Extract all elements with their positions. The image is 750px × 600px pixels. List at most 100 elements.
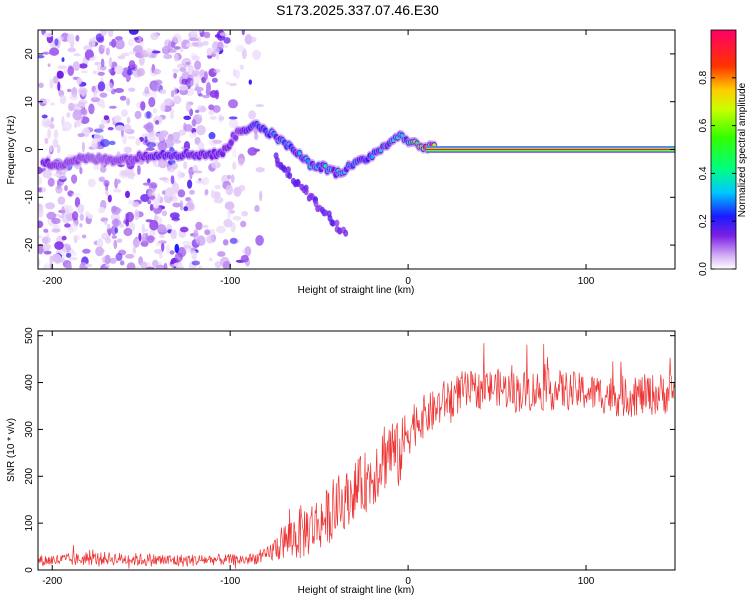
noise-blob — [72, 61, 81, 72]
snr-series-line — [38, 343, 675, 569]
noise-blob — [239, 64, 244, 70]
noise-blob — [206, 47, 213, 56]
noise-blob — [141, 232, 148, 244]
colorbar-tick-label: 0.4 — [698, 166, 709, 180]
noise-blob — [67, 47, 77, 53]
noise-blob — [56, 144, 61, 154]
noise-blob — [52, 75, 59, 84]
noise-blob — [126, 69, 133, 76]
noise-blob — [174, 243, 180, 254]
noise-blob — [111, 235, 118, 239]
noise-blob — [157, 225, 167, 233]
noise-blob — [166, 244, 170, 254]
noise-blob — [209, 228, 215, 236]
noise-blob — [82, 248, 91, 254]
noise-blob — [198, 30, 203, 33]
noise-blob — [173, 72, 177, 79]
spectrogram-x-label: Height of straight line (km) — [298, 285, 415, 296]
noise-blob — [100, 30, 108, 36]
noise-blob — [88, 38, 94, 48]
noise-blob — [252, 49, 262, 60]
noise-blob — [155, 264, 166, 269]
noise-blob — [161, 210, 168, 217]
noise-blob — [134, 110, 142, 120]
noise-blob — [192, 164, 199, 172]
noise-blob — [43, 32, 53, 38]
noise-blob — [163, 53, 173, 60]
noise-blob — [114, 88, 124, 93]
noise-blob — [57, 65, 67, 69]
noise-blob — [198, 93, 203, 97]
noise-blob — [241, 210, 248, 217]
noise-blob — [131, 169, 135, 181]
noise-blob — [190, 80, 194, 87]
x-tick-label: 100 — [578, 576, 595, 587]
colorbar: 0.0 0.2 0.4 0.6 0.8 Normalized spectral ampl… — [698, 29, 748, 276]
noise-blob — [232, 148, 237, 158]
y-tick-label: 0 — [24, 146, 35, 152]
noise-blob — [108, 68, 113, 74]
noise-blob — [54, 241, 64, 250]
y-tick-label: 20 — [24, 48, 35, 60]
noise-blob — [189, 189, 195, 195]
noise-blob — [69, 222, 78, 233]
noise-blob — [65, 252, 72, 258]
noise-blob — [174, 53, 179, 62]
noise-blob — [232, 215, 242, 221]
noise-blob — [230, 174, 235, 184]
noise-blob — [197, 141, 205, 151]
carrier-line — [425, 148, 675, 151]
noise-blob — [128, 51, 137, 55]
noise-blob — [140, 101, 146, 111]
noise-blob — [232, 161, 237, 170]
noise-blob — [137, 165, 141, 176]
noise-blob — [49, 78, 54, 89]
noise-blob — [208, 110, 215, 116]
noise-blob — [204, 189, 209, 196]
noise-blob — [69, 103, 80, 108]
noise-blob — [79, 223, 83, 228]
noise-blob — [151, 50, 161, 54]
noise-blob — [214, 184, 221, 190]
noise-blob — [47, 63, 51, 67]
noise-blob — [79, 262, 88, 269]
x-tick-label: 0 — [405, 276, 411, 287]
noise-blob — [169, 250, 175, 255]
noise-blob — [244, 246, 252, 257]
noise-blob — [119, 95, 127, 101]
noise-blob — [189, 108, 194, 117]
noise-blob — [177, 170, 182, 180]
noise-blob — [147, 178, 151, 183]
noise-blob — [81, 91, 86, 97]
noise-blob — [187, 179, 193, 189]
noise-blob — [38, 220, 44, 229]
noise-blob — [240, 254, 249, 263]
x-tick-label: 0 — [405, 576, 411, 587]
noise-blob — [228, 82, 238, 87]
colorbar-tick-label: 0.0 — [698, 262, 709, 276]
noise-blob — [171, 131, 181, 142]
noise-blob — [97, 62, 100, 73]
noise-blob — [97, 71, 105, 76]
noise-blob — [42, 169, 53, 179]
noise-blob — [121, 109, 128, 117]
noise-blob — [152, 259, 159, 268]
noise-blob — [81, 141, 85, 153]
noise-blob — [169, 212, 180, 219]
noise-blob — [38, 187, 42, 193]
noise-blob — [101, 45, 106, 49]
noise-blob — [229, 237, 238, 244]
chart-title: S173.2025.337.07.46.E30 — [276, 2, 439, 18]
noise-blob — [105, 190, 109, 196]
noise-blob — [227, 209, 231, 220]
noise-blob — [92, 36, 96, 48]
noise-blob — [259, 190, 263, 202]
noise-blob — [144, 136, 148, 144]
noise-blob — [225, 81, 230, 85]
noise-blob — [63, 204, 68, 209]
noise-blob — [128, 87, 136, 92]
colorbar-ticks: 0.0 0.2 0.4 0.6 0.8 — [698, 70, 736, 276]
x-tick-label: -100 — [220, 576, 240, 587]
noise-blob — [42, 263, 51, 269]
noise-blob — [97, 36, 105, 44]
